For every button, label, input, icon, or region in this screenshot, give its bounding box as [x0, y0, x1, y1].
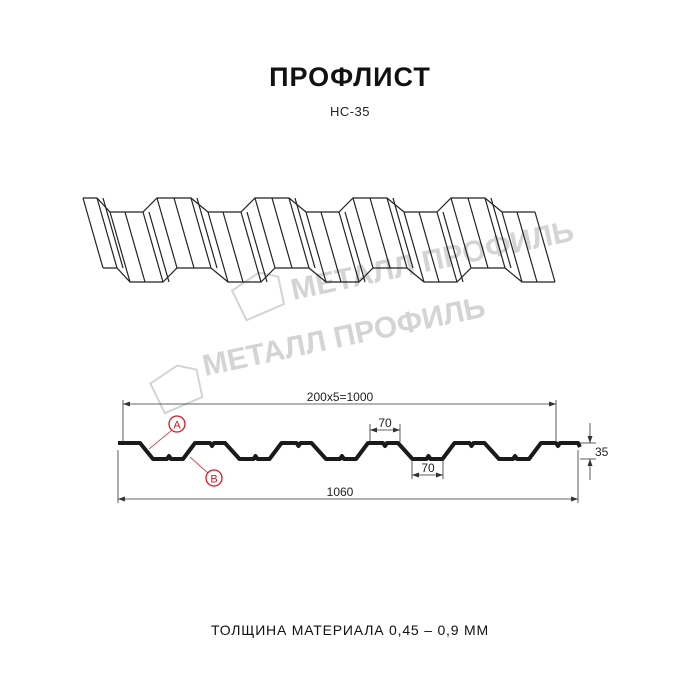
- sheet-rib-line: [344, 211, 366, 283]
- dim-height-label: 35: [595, 445, 609, 459]
- sheet-fold-line: [96, 197, 118, 269]
- sheet-fold-line: [418, 211, 440, 283]
- dim-top-label: 70: [378, 416, 392, 430]
- sheet-rib-line: [102, 197, 124, 269]
- sheet-fold-line: [190, 197, 212, 269]
- sheet-rib-line: [294, 197, 316, 269]
- dim-bottom-label: 70: [421, 461, 435, 475]
- watermark-logo-icon: [230, 271, 286, 322]
- watermark-logo-icon: [149, 364, 204, 415]
- sheet-front-edge: [83, 197, 535, 213]
- watermark-text: МЕТАЛЛ ПРОФИЛЬ: [200, 291, 489, 383]
- marker-a: A: [148, 415, 186, 450]
- sheet-fold-line: [467, 197, 489, 269]
- sheet-rib-line: [490, 197, 512, 269]
- sheet-fold-line: [436, 211, 458, 283]
- profile-section: [118, 441, 582, 461]
- sheet-fold-line: [82, 197, 104, 269]
- sheet-fold-line: [386, 197, 408, 269]
- sheet-rib-line: [392, 197, 414, 269]
- sheet-rib-line: [246, 211, 268, 283]
- sheet-fold-line: [501, 211, 523, 283]
- sheet-fold-line: [369, 197, 391, 269]
- sheet-fold-line: [207, 211, 229, 283]
- sheet-fold-line: [320, 211, 342, 283]
- sheet-fold-line: [156, 197, 178, 269]
- profile-line: [118, 441, 582, 461]
- sheet-rib-line: [442, 211, 464, 283]
- sheet-rib-line: [196, 197, 218, 269]
- sheet-fold-line: [142, 211, 164, 283]
- sheet-fold-line: [124, 211, 146, 283]
- sheet-fold-line: [534, 211, 556, 283]
- watermark-logo-1: МЕТАЛЛ ПРОФИЛЬ: [230, 215, 577, 322]
- sheet-fold-line: [109, 211, 131, 283]
- sheet-fold-line: [305, 211, 327, 283]
- sheet-fold-line: [352, 197, 374, 269]
- sheet-fold-line: [271, 197, 293, 269]
- product-code: НС-35: [329, 104, 371, 119]
- sheet-fold-line: [173, 197, 195, 269]
- sheet-rib-line: [148, 211, 170, 283]
- page-title: ПРОФЛИСТ: [269, 62, 431, 92]
- sheet-fold-line: [450, 197, 472, 269]
- dim-overall-label: 1060: [327, 485, 354, 499]
- sheet-fold-line: [516, 211, 538, 283]
- sheet-fold-line: [484, 197, 506, 269]
- sheet-fold-line: [240, 211, 262, 283]
- dimension-lines: [117, 400, 596, 503]
- sheet-3d-view: [82, 197, 556, 283]
- dim-pitch-label: 200x5=1000: [307, 390, 374, 404]
- marker-b-label: B: [210, 474, 217, 486]
- sheet-fold-line: [254, 197, 276, 269]
- sheet-fold-line: [338, 211, 360, 283]
- marker-a-label: A: [173, 420, 181, 432]
- sheet-fold-line: [288, 197, 310, 269]
- material-thickness: ТОЛЩИНА МАТЕРИАЛА 0,45 – 0,9 ММ: [211, 622, 489, 638]
- sheet-fold-line: [222, 211, 244, 283]
- marker-b: B: [189, 456, 223, 487]
- sheet-fold-line: [403, 211, 425, 283]
- dimension-arrows: [118, 401, 593, 502]
